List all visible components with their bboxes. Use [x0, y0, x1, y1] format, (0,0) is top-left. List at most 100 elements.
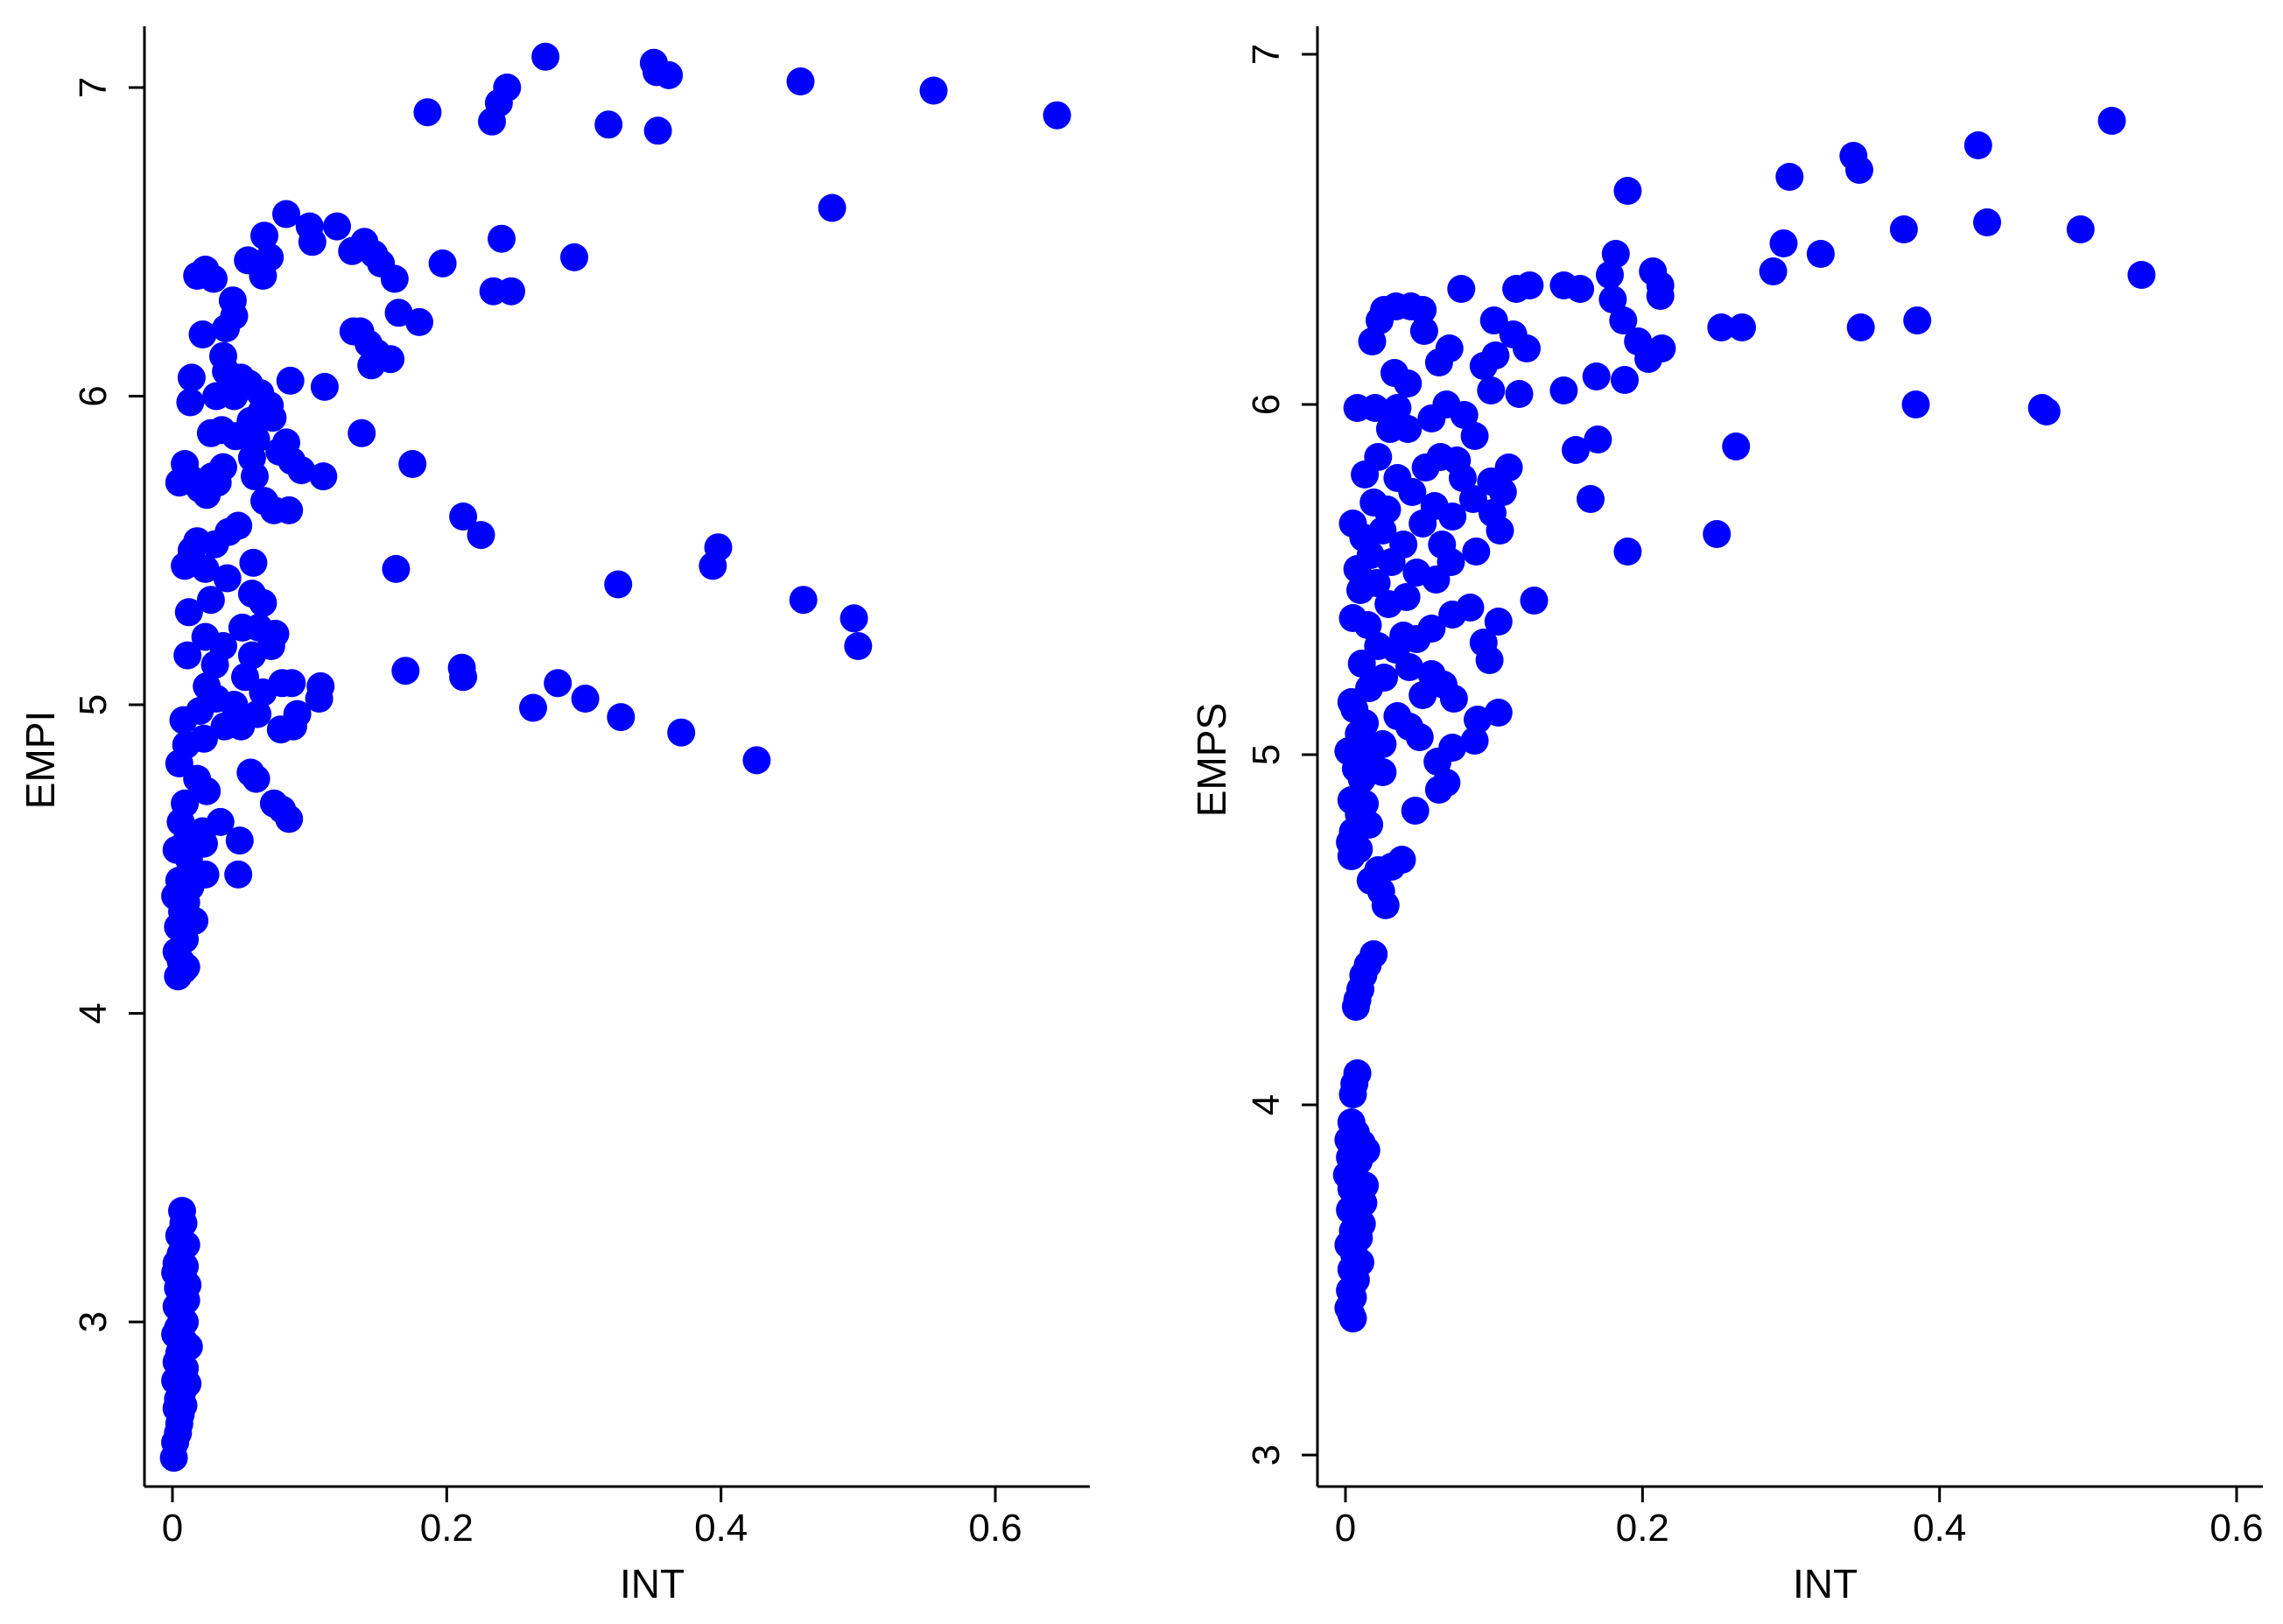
- data-point: [1371, 891, 1400, 919]
- x-tick-label: 0.4: [694, 1507, 748, 1550]
- data-point: [1475, 646, 1504, 674]
- x-tick-label: 0.2: [1616, 1507, 1669, 1550]
- data-point: [428, 249, 457, 278]
- data-point: [531, 42, 560, 71]
- data-point: [196, 418, 225, 447]
- data-point: [1422, 566, 1451, 594]
- data-point: [1347, 650, 1376, 678]
- data-point: [1582, 362, 1611, 390]
- data-point: [200, 650, 229, 679]
- data-point: [1520, 587, 1549, 615]
- data-point: [1903, 306, 1932, 334]
- y-tick-label: 3: [1245, 1445, 1288, 1466]
- data-point: [786, 67, 815, 95]
- data-point: [287, 456, 316, 485]
- data-point: [667, 718, 696, 747]
- data-point: [376, 345, 405, 374]
- y-tick-label: 7: [72, 77, 115, 98]
- y-tick-label: 7: [1245, 44, 1288, 65]
- data-point: [2032, 397, 2061, 425]
- data-point: [1566, 275, 1595, 303]
- data-point: [249, 588, 277, 617]
- data-point: [1973, 208, 2001, 236]
- data-point: [1469, 352, 1498, 380]
- data-point: [560, 243, 588, 271]
- data-point: [1346, 576, 1374, 604]
- data-point: [298, 228, 327, 257]
- data-point: [1401, 797, 1430, 825]
- data-point: [1394, 369, 1422, 397]
- data-point: [449, 663, 478, 692]
- data-point: [1439, 685, 1468, 713]
- right-scatter-panel: 0 0.2 0.4 0.6 3 4 5 6 7 INT EMPS: [1189, 26, 2264, 1606]
- data-point: [1408, 296, 1437, 324]
- left-scatter-panel: 0 0.2 0.4 0.6 3 4 5 6 7 INT EMPI: [18, 26, 1090, 1606]
- data-point: [1411, 453, 1440, 482]
- data-point: [227, 712, 256, 741]
- data-point: [1405, 723, 1434, 751]
- x-tick-label: 0: [1335, 1507, 1356, 1550]
- data-point: [224, 860, 253, 889]
- data-point: [310, 372, 339, 401]
- data-point: [839, 604, 868, 633]
- data-point: [1351, 460, 1380, 489]
- data-point: [382, 554, 411, 583]
- data-point: [380, 264, 409, 293]
- data-point: [213, 564, 242, 593]
- data-point: [212, 314, 241, 342]
- data-point: [305, 685, 334, 713]
- data-point: [643, 116, 672, 145]
- data-point: [1383, 394, 1412, 422]
- data-point: [159, 1444, 188, 1473]
- data-point: [1646, 282, 1675, 310]
- data-point: [1462, 538, 1491, 566]
- data-point: [519, 693, 547, 722]
- data-point: [1584, 425, 1612, 453]
- data-point: [1450, 401, 1479, 429]
- data-point: [193, 777, 221, 805]
- data-point: [242, 764, 270, 793]
- data-point: [571, 685, 600, 713]
- data-point: [338, 236, 367, 265]
- x-axis-title: INT: [1793, 1561, 1858, 1606]
- data-point: [1408, 681, 1437, 709]
- data-point: [1484, 608, 1513, 636]
- data-point: [1338, 1080, 1367, 1108]
- y-axis-title: EMPS: [1189, 703, 1234, 817]
- data-point: [171, 552, 200, 580]
- data-point: [398, 450, 427, 478]
- data-point: [604, 570, 633, 599]
- data-point: [258, 404, 287, 432]
- data-point: [200, 264, 228, 293]
- y-tick-label: 4: [72, 1002, 115, 1023]
- data-point: [1424, 776, 1453, 804]
- y-tick-label: 6: [72, 385, 115, 406]
- data-point: [607, 703, 636, 732]
- data-point: [220, 691, 249, 719]
- data-point: [1515, 271, 1544, 299]
- data-point: [497, 277, 525, 306]
- data-point: [391, 657, 420, 685]
- data-point: [1513, 334, 1541, 362]
- data-point: [1417, 404, 1446, 432]
- x-tick-label: 0: [162, 1507, 183, 1550]
- data-point: [237, 641, 266, 670]
- data-point: [1722, 432, 1751, 460]
- y-tick-label: 6: [1245, 394, 1288, 415]
- data-point: [1562, 436, 1590, 464]
- data-point: [1366, 306, 1394, 334]
- data-point: [1394, 415, 1422, 443]
- data-point: [250, 221, 278, 250]
- data-point: [1488, 478, 1517, 506]
- y-tick-label: 3: [72, 1311, 115, 1332]
- data-point: [919, 76, 948, 105]
- data-point: [1460, 422, 1489, 450]
- data-point: [1373, 496, 1401, 524]
- data-point: [1549, 376, 1578, 404]
- data-point: [275, 805, 304, 833]
- data-point: [193, 481, 221, 510]
- y-tick-label: 5: [72, 694, 115, 715]
- data-point: [1703, 520, 1732, 548]
- data-point: [1402, 625, 1431, 653]
